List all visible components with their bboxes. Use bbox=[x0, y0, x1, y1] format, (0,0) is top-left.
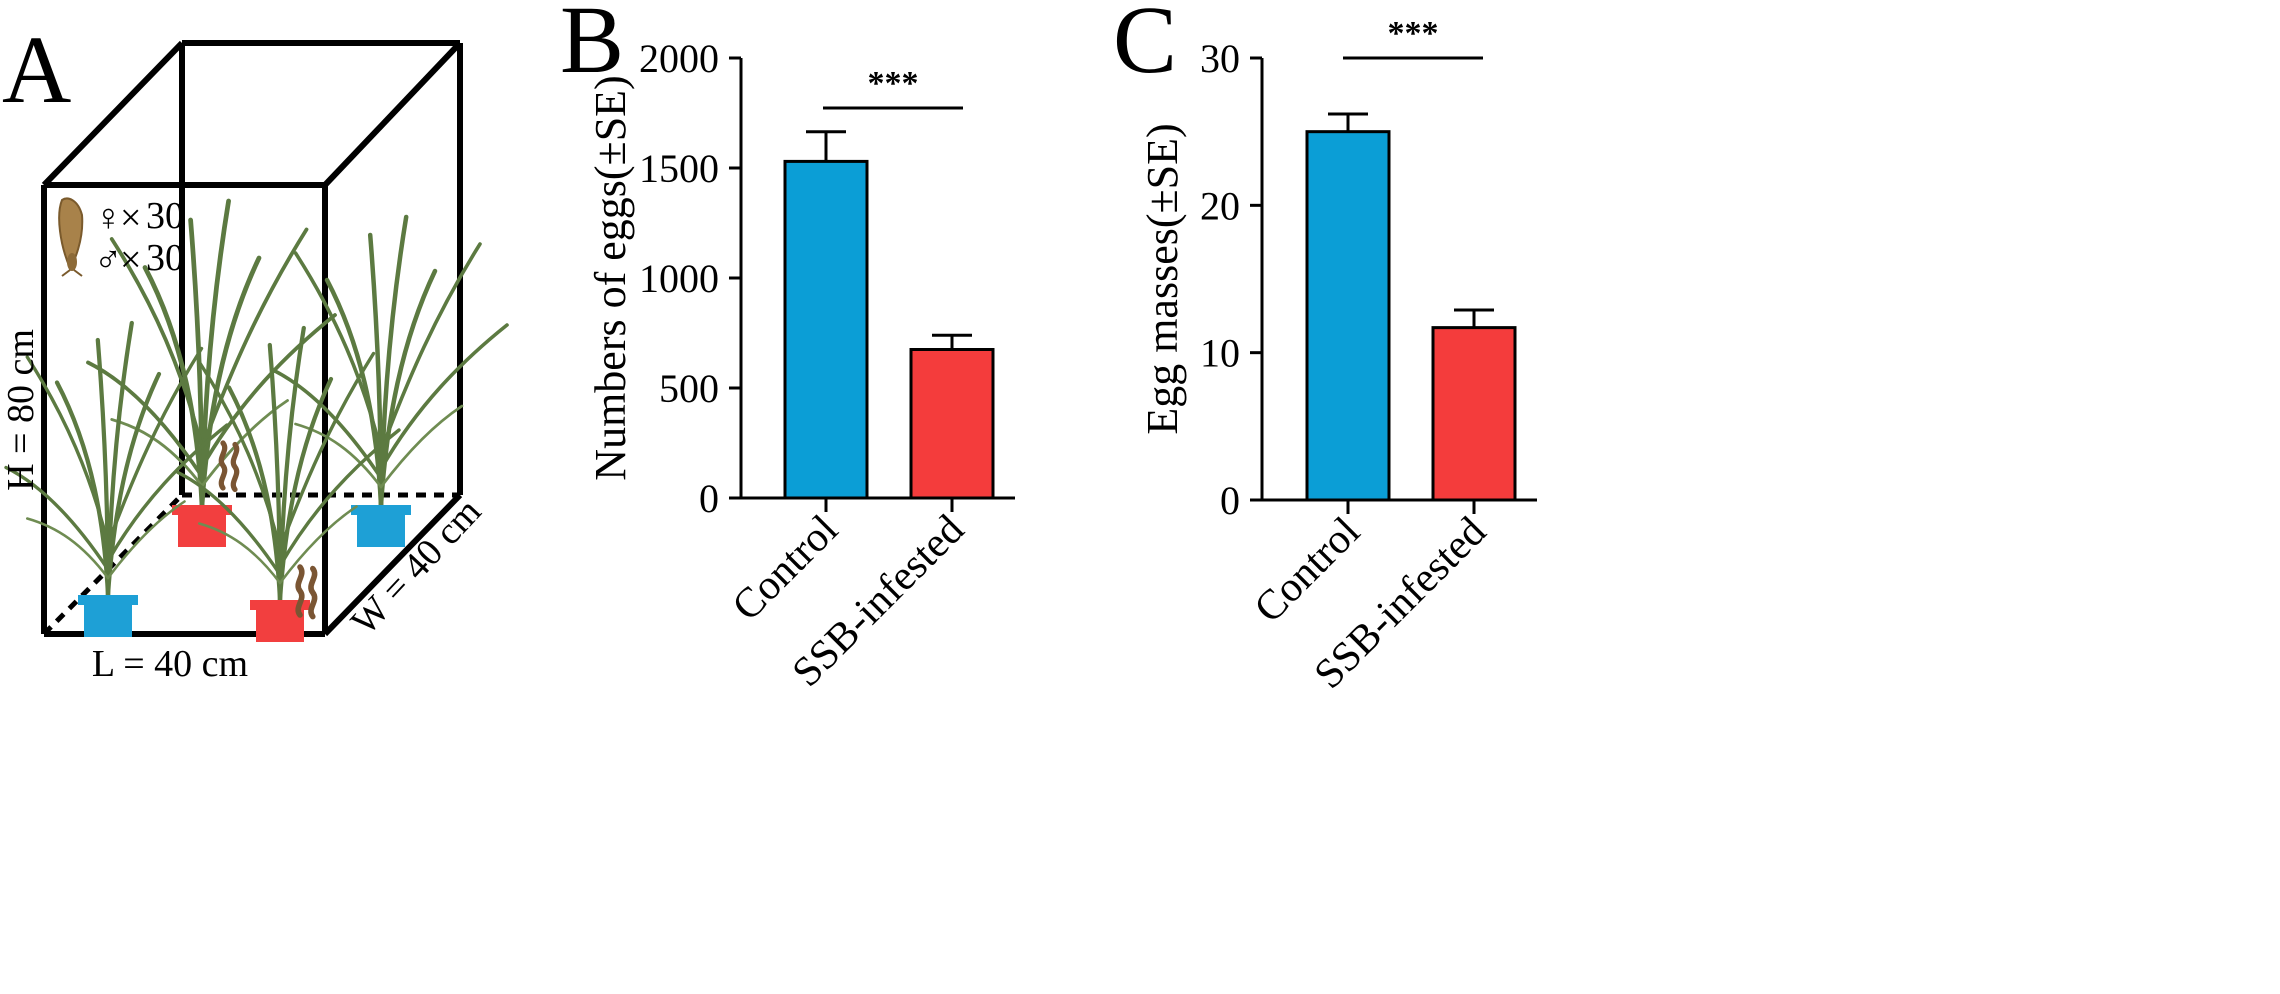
cage-top-right-edge bbox=[322, 40, 463, 188]
y-axis-label: Egg masses(±SE) bbox=[1138, 123, 1187, 434]
moth-icon bbox=[58, 197, 84, 277]
length-label: L = 40 cm bbox=[92, 643, 248, 685]
female-symbol: ♀ bbox=[94, 197, 123, 239]
panel-a: A bbox=[0, 16, 507, 685]
panel-c-letter: C bbox=[1113, 0, 1177, 93]
height-label: H = 80 cm bbox=[0, 329, 42, 491]
cage-diagram bbox=[41, 40, 463, 637]
y-tick-label: 2000 bbox=[639, 36, 719, 81]
bar-control bbox=[1305, 130, 1391, 502]
male-count: 30 bbox=[146, 237, 184, 279]
y-tick-label: 10 bbox=[1200, 331, 1240, 376]
y-tick-label: 0 bbox=[699, 476, 719, 521]
female-count: 30 bbox=[146, 195, 184, 237]
y-tick-label: 1000 bbox=[639, 256, 719, 301]
times-symbol-female: × bbox=[120, 197, 141, 239]
bar-ssb-infested bbox=[909, 348, 995, 500]
infested-pot-icon bbox=[172, 505, 232, 547]
y-axis-label: Numbers of eggs(±SE) bbox=[586, 75, 635, 480]
y-tick-label: 20 bbox=[1200, 183, 1240, 228]
panel-a-letter: A bbox=[2, 16, 71, 123]
x-category-label: Control bbox=[1246, 509, 1369, 632]
cage-top-left-edge bbox=[41, 40, 185, 188]
y-tick-label: 500 bbox=[659, 366, 719, 411]
rice-plant-icon bbox=[178, 328, 399, 600]
control-pot-icon bbox=[78, 595, 138, 637]
bar-ssb-infested bbox=[1431, 326, 1517, 502]
cage-bottom-right-edge bbox=[322, 492, 463, 637]
significance-label: *** bbox=[868, 65, 919, 102]
larvae-icon bbox=[221, 443, 236, 490]
control-pot-icon bbox=[351, 505, 411, 547]
cage-hidden-left-bottom bbox=[42, 493, 184, 636]
significance-label: *** bbox=[1388, 15, 1439, 52]
x-category-label: Control bbox=[724, 507, 847, 630]
times-symbol-male: × bbox=[120, 239, 141, 281]
panel-b-letter: B bbox=[560, 0, 624, 93]
y-tick-label: 1500 bbox=[639, 146, 719, 191]
male-symbol: ♂ bbox=[94, 239, 123, 281]
rice-plant-icon bbox=[273, 217, 507, 505]
moth-counts: ♀ × 30 ♂ × 30 bbox=[94, 195, 184, 281]
bar-control bbox=[783, 159, 869, 500]
y-tick-label: 0 bbox=[1220, 478, 1240, 523]
y-tick-label: 30 bbox=[1200, 36, 1240, 81]
